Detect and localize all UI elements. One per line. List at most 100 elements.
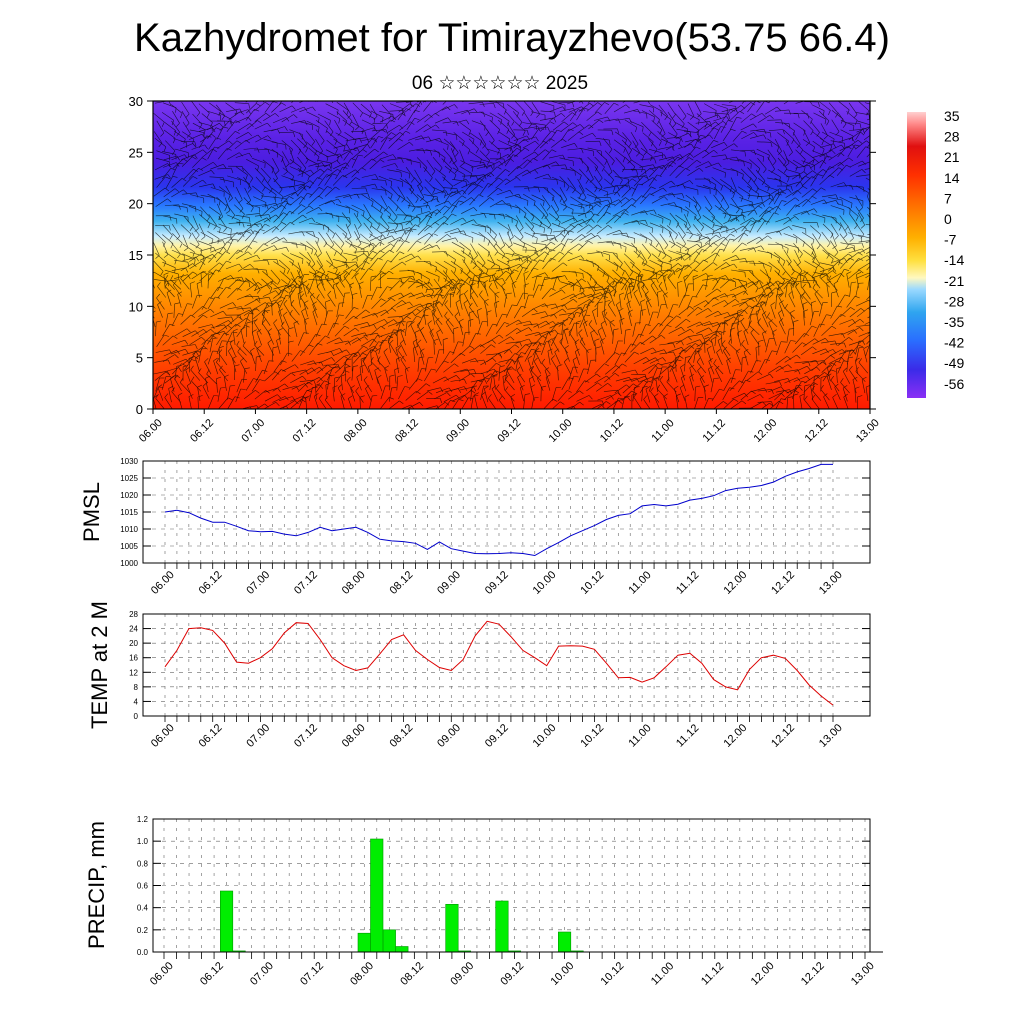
wind-barb-flag: [210, 122, 213, 128]
wind-barb: [182, 192, 197, 195]
wind-barb-flag: [743, 290, 747, 295]
wind-barb: [711, 121, 724, 130]
wind-barb-flag: [659, 270, 664, 274]
wind-barb: [821, 231, 831, 244]
wind-barb: [254, 344, 265, 356]
wind-barb-flag: [455, 299, 461, 303]
wind-barb-flag: [643, 151, 648, 156]
wind-barb-flag: [248, 183, 250, 189]
wind-barb: [703, 297, 715, 308]
wind-barb-flag: [194, 154, 198, 159]
wind-barb: [558, 251, 569, 263]
wind-barb: [408, 292, 422, 298]
wind-barb-flag: [302, 258, 304, 264]
wind-barb-flag: [470, 373, 475, 378]
wind-barb: [774, 270, 785, 281]
wind-barb: [738, 203, 753, 208]
wind-barb: [506, 319, 519, 328]
wind-barb: [216, 196, 228, 207]
wind-barb-flag: [771, 195, 774, 201]
wind-barb-flag: [319, 274, 324, 279]
wind-barb: [369, 103, 378, 117]
wind-barb: [315, 335, 326, 347]
wind-barb: [189, 251, 204, 257]
wind-barb-flag: [228, 347, 233, 352]
wind-barb-flag: [349, 282, 355, 286]
wind-barb-flag: [241, 166, 244, 172]
wind-barb: [165, 279, 180, 282]
wind-barb-flag: [777, 151, 782, 155]
wind-barb-flag: [217, 251, 223, 255]
wind-barb-flag: [613, 102, 619, 106]
wind-barb-flag: [804, 271, 809, 276]
wind-barb-flag: [639, 274, 644, 280]
wind-barb-flag: [826, 242, 831, 248]
wind-barb-flag: [429, 282, 433, 287]
wind-barb: [839, 222, 848, 235]
wind-barb: [155, 252, 167, 263]
wind-barb: [407, 205, 422, 209]
wind-barb: [342, 261, 357, 264]
wind-barb: [394, 369, 397, 384]
wind-barb: [551, 101, 566, 106]
wind-barb: [819, 349, 834, 356]
wind-barb-flag: [740, 196, 744, 202]
wind-barb-flag: [875, 217, 878, 221]
wind-barb-flag: [553, 313, 557, 319]
wind-barb: [450, 217, 463, 225]
wind-barb: [515, 215, 524, 228]
wind-barb-flag: [201, 157, 207, 161]
wind-barb: [224, 197, 231, 211]
wind-barb: [849, 160, 863, 168]
wind-barb-flag: [757, 371, 763, 376]
wind-barb-flag: [452, 204, 458, 208]
wind-barb: [462, 259, 471, 272]
wind-barb-flag: [452, 278, 457, 283]
wind-barb: [696, 185, 711, 190]
wind-barb: [479, 294, 489, 306]
wind-barb: [784, 340, 791, 354]
wind-barb-flag: [844, 294, 850, 297]
wind-barb-flag: [312, 106, 316, 112]
wind-barb-flag: [753, 150, 756, 155]
wind-barb: [784, 354, 797, 363]
wind-barb: [305, 130, 315, 142]
wind-barb: [487, 334, 500, 344]
wind-barb: [450, 279, 459, 292]
wind-barb-flag: [590, 218, 595, 223]
wind-barb: [732, 232, 745, 242]
wind-barb-flag: [400, 328, 406, 333]
wind-barb: [288, 276, 299, 288]
wind-barb-flag: [622, 157, 626, 163]
wind-barb-flag: [384, 365, 390, 369]
wind-barb-flag: [419, 217, 421, 224]
wind-barb: [272, 117, 287, 124]
wind-barb-flag: [241, 378, 247, 380]
wind-barb-flag: [385, 190, 387, 196]
wind-barb: [315, 120, 328, 129]
wind-barb-flag: [459, 283, 465, 286]
wind-barb-flag: [641, 155, 644, 161]
wind-barb-flag: [491, 117, 493, 123]
wind-barb-flag: [371, 275, 377, 278]
wind-barb: [696, 134, 710, 142]
wind-barb: [849, 258, 859, 270]
wind-barb: [788, 294, 796, 308]
wind-barb: [192, 345, 204, 355]
wind-barb-flag: [189, 281, 195, 284]
wind-barb-flag: [572, 356, 578, 361]
wind-barb: [235, 166, 248, 176]
wind-barb-flag: [490, 264, 496, 269]
wind-barb: [459, 197, 472, 206]
wind-barb: [712, 275, 726, 281]
wind-barb: [495, 267, 510, 272]
wind-barb: [624, 147, 632, 161]
wind-barb-flag: [732, 322, 738, 324]
wind-barb: [342, 315, 354, 326]
wind-barb-flag: [782, 260, 786, 266]
wind-barb: [848, 269, 860, 280]
wind-barb-flag: [660, 262, 663, 268]
wind-barb: [291, 278, 303, 289]
wind-barb-flag: [720, 126, 726, 128]
wind-barb: [759, 281, 766, 295]
